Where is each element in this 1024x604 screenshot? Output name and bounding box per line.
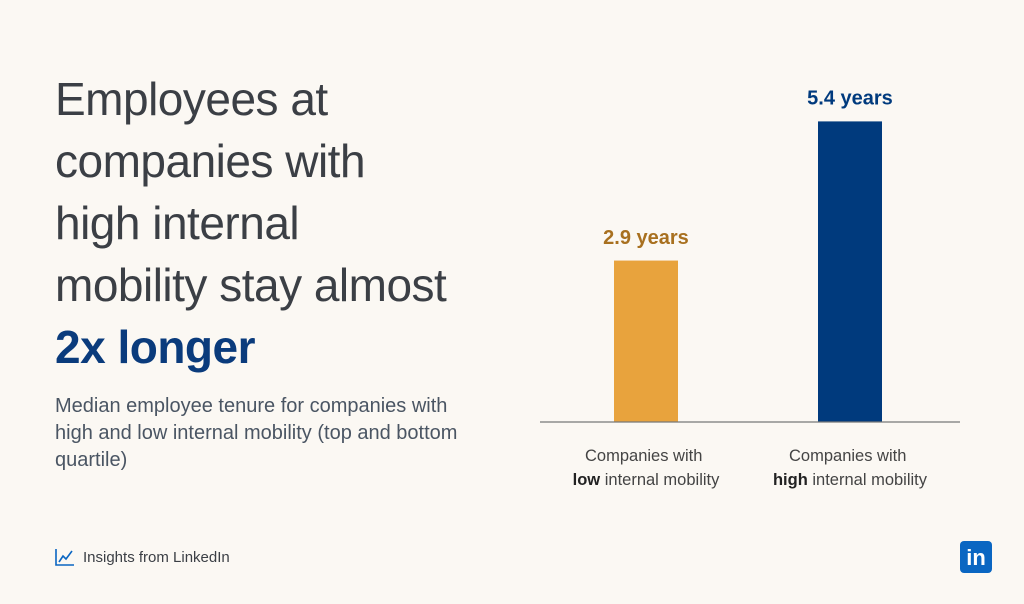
value-label: 2.9 years [603,227,689,249]
label-emphasis: high [773,471,808,489]
label-rest: internal mobility [600,471,720,489]
label-line: Companies with [789,447,911,465]
title-emphasis: 2x longer [55,321,256,373]
title-block: Employees at companies with high interna… [55,68,450,378]
label-rest: internal mobility [808,471,928,489]
value-label: 5.4 years [807,88,893,110]
bar [614,260,678,422]
x-tick-label: Companies with low internal mobility [573,447,720,489]
title: Employees at companies with high interna… [55,73,447,311]
bar [818,121,882,423]
chart-icon [55,549,74,566]
logo: in [960,541,992,573]
footer: Insights from LinkedIn [55,548,230,566]
x-tick-label: Companies with high internal mobility [773,447,928,489]
subtitle: Median employee tenure for companies wit… [55,395,458,471]
label-emphasis: low [573,471,601,489]
source: Insights from LinkedIn [83,548,230,566]
label-line: Companies with [585,447,707,465]
